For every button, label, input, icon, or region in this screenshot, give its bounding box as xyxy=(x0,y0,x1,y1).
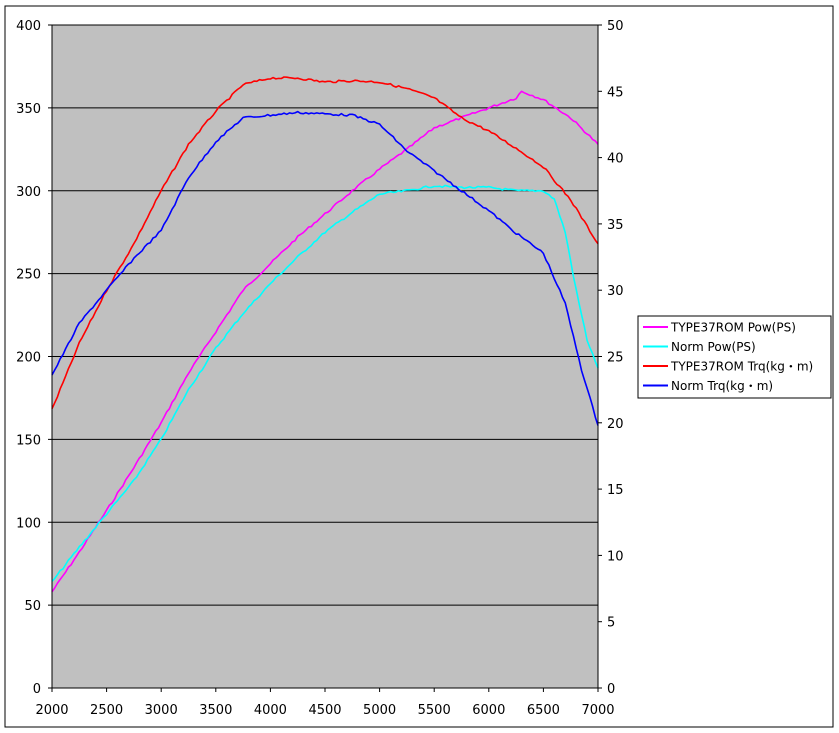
x-tick-label-5: 4500 xyxy=(308,703,341,718)
x-tick-label-4: 4000 xyxy=(254,703,287,718)
legend-label-2: TYPE37ROM Trq(kg・m) xyxy=(670,360,813,374)
legend: TYPE37ROM Pow(PS) Norm Pow(PS) TYPE37ROM T… xyxy=(637,315,832,399)
y2-tick-label-2: 10 xyxy=(607,549,624,564)
y2-tick-label-5: 25 xyxy=(607,351,624,366)
series-line-0 xyxy=(51,90,599,593)
gridlines xyxy=(52,24,598,606)
x-tick-label-1: 2500 xyxy=(90,703,123,718)
y2-tick-label-4: 20 xyxy=(607,417,624,432)
x-tick-label-6: 5000 xyxy=(363,703,396,718)
legend-label-1: Norm Pow(PS) xyxy=(671,340,756,354)
y-tick-label-6: 300 xyxy=(16,185,41,200)
series-line-3 xyxy=(51,110,599,426)
legend-label-3: Norm Trq(kg・m) xyxy=(671,379,773,393)
y2-tick-label-3: 15 xyxy=(607,483,624,498)
y-tick-label-4: 200 xyxy=(16,351,41,366)
x-tick-label-3: 3500 xyxy=(199,703,232,718)
y2-tick-label-9: 45 xyxy=(607,85,624,100)
series-line-2 xyxy=(51,76,599,410)
y-tick-label-1: 50 xyxy=(24,599,41,614)
y-tick-label-8: 400 xyxy=(16,19,41,34)
y2-tick-label-10: 50 xyxy=(607,19,624,34)
y2-tick-label-6: 30 xyxy=(607,284,624,299)
x-tick-label-2: 3000 xyxy=(145,703,178,718)
series-line-1 xyxy=(51,184,599,582)
y2-tick-label-8: 40 xyxy=(607,152,624,167)
x-tick-label-10: 7000 xyxy=(581,703,614,718)
y-tick-label-5: 250 xyxy=(16,268,41,283)
x-tick-label-0: 2000 xyxy=(35,703,68,718)
axes: 0501001502002503003504000510152025303540… xyxy=(16,19,623,718)
series-lines xyxy=(51,76,599,593)
y-tick-label-3: 150 xyxy=(16,433,41,448)
y-tick-label-7: 350 xyxy=(16,102,41,117)
x-tick-label-9: 6500 xyxy=(527,703,560,718)
x-tick-label-7: 5500 xyxy=(418,703,451,718)
legend-label-0: TYPE37ROM Pow(PS) xyxy=(670,321,796,335)
y2-tick-label-1: 5 xyxy=(607,616,615,631)
y-tick-label-2: 100 xyxy=(16,516,41,531)
y2-tick-label-7: 35 xyxy=(607,218,624,233)
x-tick-label-8: 6000 xyxy=(472,703,505,718)
y2-tick-label-0: 0 xyxy=(607,682,615,697)
y-tick-label-0: 0 xyxy=(33,682,41,697)
legend-box xyxy=(637,315,832,399)
